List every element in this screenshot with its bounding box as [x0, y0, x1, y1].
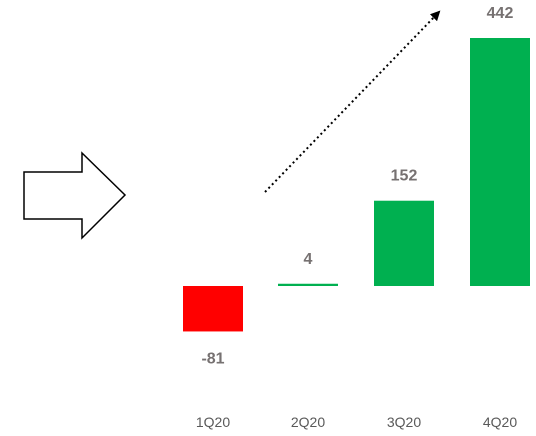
value-label-3Q20: 152	[391, 168, 418, 185]
trend-arrow	[264, 10, 441, 193]
category-labels-group: 1Q20 2Q20 3Q20 4Q20	[196, 414, 517, 430]
right-arrow-icon	[23, 151, 127, 240]
category-label-1Q20: 1Q20	[196, 414, 230, 430]
value-label-2Q20: 4	[304, 251, 313, 268]
category-label-4Q20: 4Q20	[483, 414, 517, 430]
value-labels-group: -81 4 152 442	[201, 5, 513, 367]
bar-1Q20	[183, 286, 243, 332]
category-label-3Q20: 3Q20	[387, 414, 421, 430]
bars-group	[183, 38, 530, 332]
value-label-4Q20: 442	[487, 5, 514, 22]
category-label-2Q20: 2Q20	[291, 414, 325, 430]
value-label-1Q20: -81	[201, 350, 224, 367]
bar-3Q20	[374, 200, 434, 286]
bar-2Q20	[278, 283, 338, 286]
bar-4Q20	[470, 38, 530, 286]
